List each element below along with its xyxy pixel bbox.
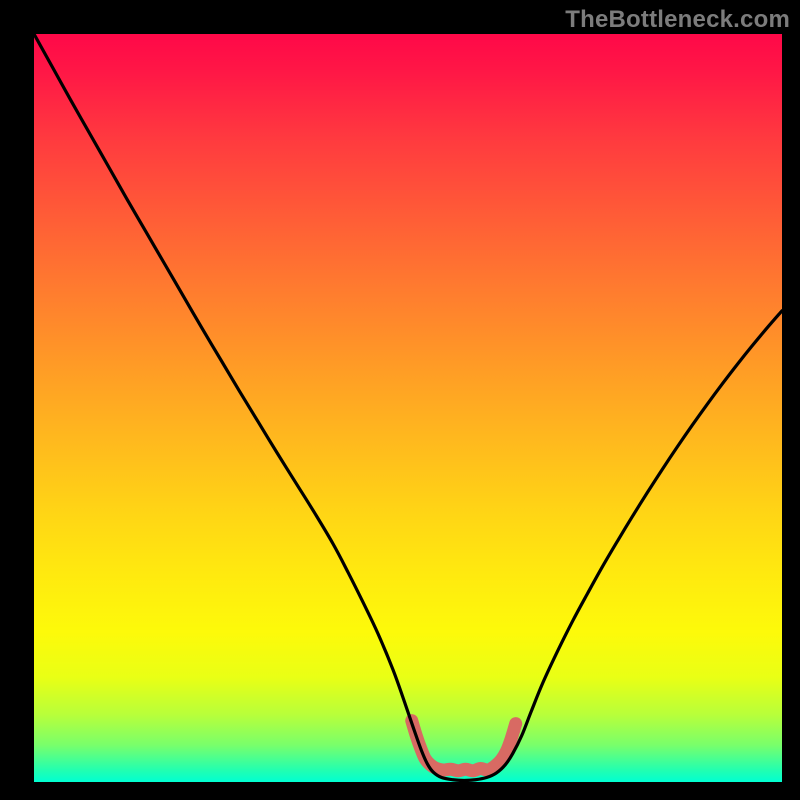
chart-frame: TheBottleneck.com: [0, 0, 800, 800]
gradient-plot: [34, 34, 782, 782]
watermark-text: TheBottleneck.com: [565, 6, 790, 34]
gradient-background: [34, 34, 782, 782]
